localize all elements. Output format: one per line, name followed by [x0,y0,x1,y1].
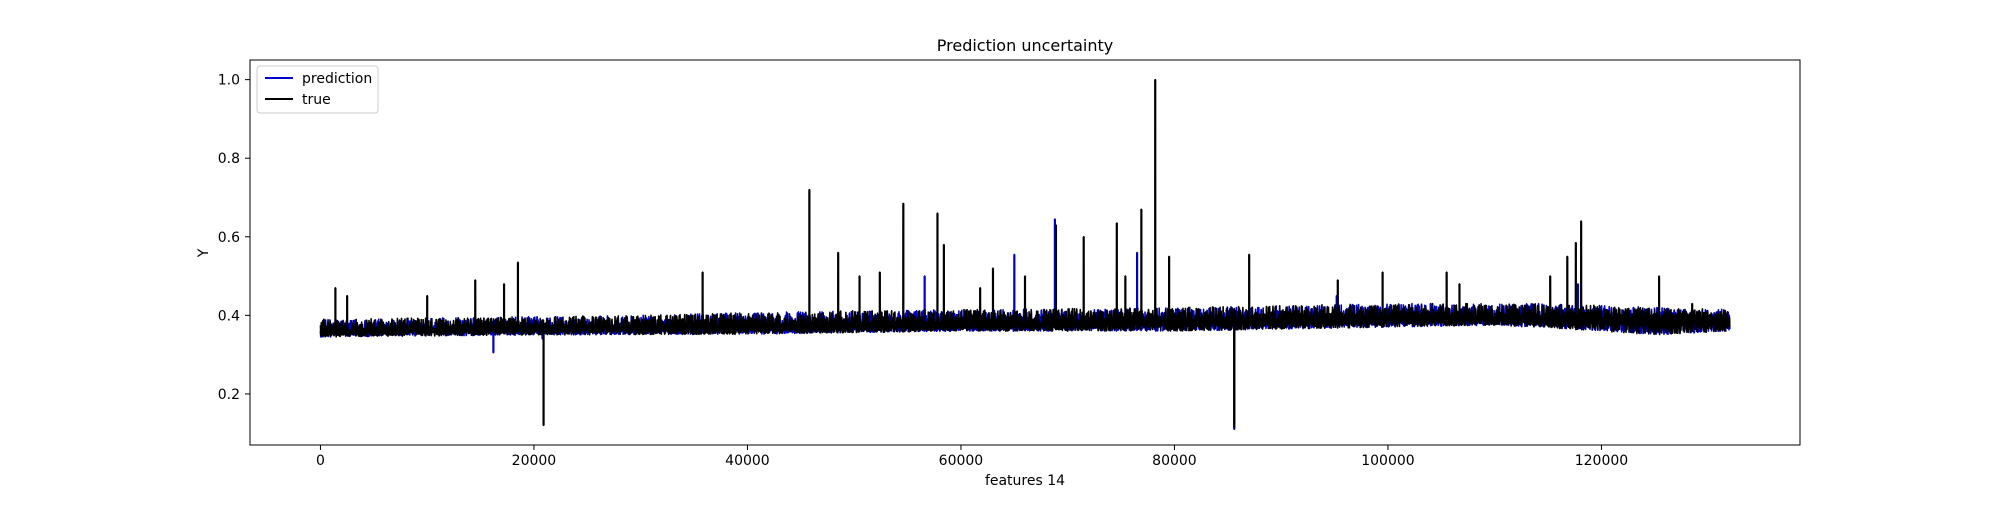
series-line-true [319,78,1731,429]
x-tick-label: 120000 [1575,453,1628,469]
x-tick-label: 20000 [512,453,557,469]
y-tick-label: 0.2 [218,387,240,403]
x-tick-label: 0 [316,453,325,469]
y-tick-label: 1.0 [218,73,240,89]
y-tick-label: 0.4 [218,308,240,324]
x-tick-label: 60000 [939,453,984,469]
legend-label-true: true [302,92,331,108]
y-tick-label: 0.8 [218,151,240,167]
x-axis-label: features 14 [985,473,1065,489]
x-tick-label: 40000 [725,453,770,469]
x-tick-label: 100000 [1361,453,1414,469]
plot-area-frame [249,59,1801,446]
x-tick-label: 80000 [1152,453,1197,469]
y-tick-label: 0.6 [218,230,240,246]
legend-label-prediction: prediction [302,71,372,87]
y-axis-label: Y [196,248,212,258]
chart-title: Prediction uncertainty [937,36,1113,55]
legend: prediction true [256,65,379,114]
